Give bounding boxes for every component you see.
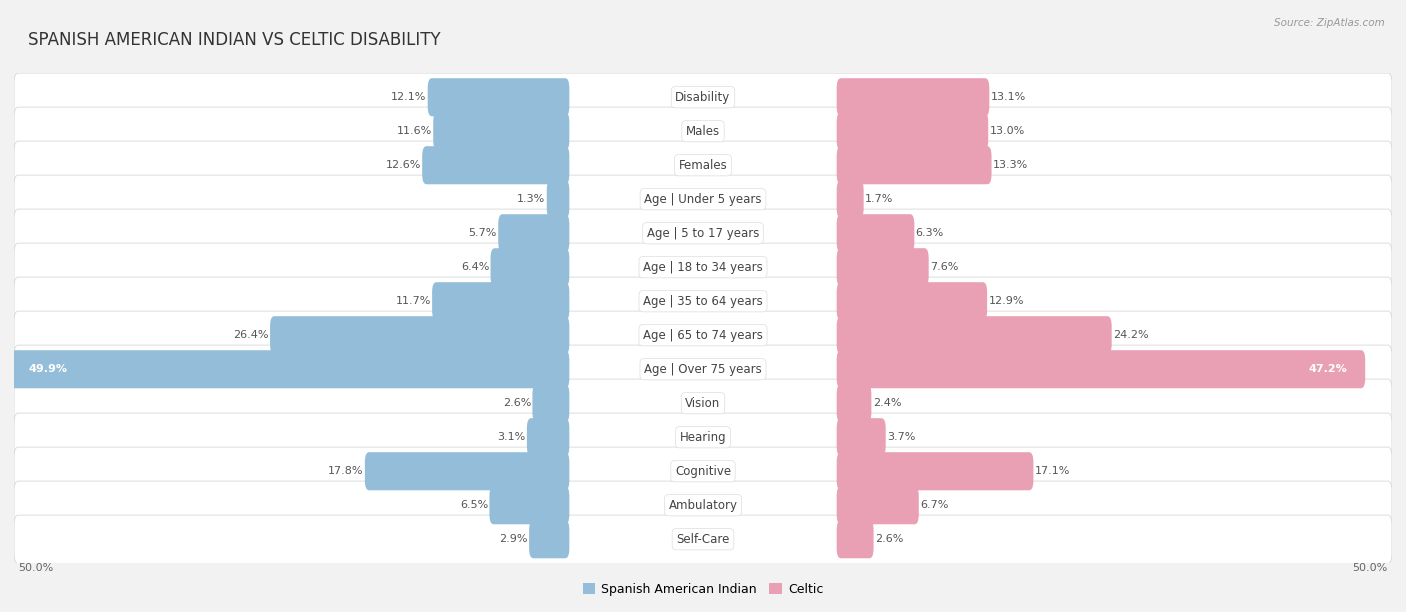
FancyBboxPatch shape — [14, 277, 1392, 326]
FancyBboxPatch shape — [837, 520, 873, 558]
Text: 13.0%: 13.0% — [990, 126, 1025, 136]
FancyBboxPatch shape — [14, 73, 1392, 121]
Text: Age | 35 to 64 years: Age | 35 to 64 years — [643, 295, 763, 308]
FancyBboxPatch shape — [14, 243, 1392, 291]
Text: 1.7%: 1.7% — [865, 194, 893, 204]
Text: Vision: Vision — [685, 397, 721, 410]
FancyBboxPatch shape — [14, 447, 1392, 495]
FancyBboxPatch shape — [527, 418, 569, 457]
FancyBboxPatch shape — [14, 379, 1392, 427]
Text: Ambulatory: Ambulatory — [668, 499, 738, 512]
FancyBboxPatch shape — [529, 520, 569, 558]
FancyBboxPatch shape — [14, 175, 1392, 223]
Text: 12.6%: 12.6% — [385, 160, 420, 170]
Text: Females: Females — [679, 159, 727, 172]
FancyBboxPatch shape — [837, 418, 886, 457]
Legend: Spanish American Indian, Celtic: Spanish American Indian, Celtic — [578, 578, 828, 601]
Text: Age | 5 to 17 years: Age | 5 to 17 years — [647, 226, 759, 240]
FancyBboxPatch shape — [837, 282, 987, 320]
FancyBboxPatch shape — [837, 316, 1112, 354]
Text: 6.7%: 6.7% — [920, 500, 949, 510]
FancyBboxPatch shape — [837, 78, 990, 116]
Text: 3.7%: 3.7% — [887, 432, 915, 442]
FancyBboxPatch shape — [837, 248, 929, 286]
Text: Age | Under 5 years: Age | Under 5 years — [644, 193, 762, 206]
FancyBboxPatch shape — [533, 384, 569, 422]
Text: SPANISH AMERICAN INDIAN VS CELTIC DISABILITY: SPANISH AMERICAN INDIAN VS CELTIC DISABI… — [28, 31, 440, 48]
FancyBboxPatch shape — [422, 146, 569, 184]
FancyBboxPatch shape — [14, 481, 1392, 529]
FancyBboxPatch shape — [498, 214, 569, 252]
Text: Source: ZipAtlas.com: Source: ZipAtlas.com — [1274, 18, 1385, 28]
Text: 47.2%: 47.2% — [1309, 364, 1347, 375]
Text: 5.7%: 5.7% — [468, 228, 496, 238]
FancyBboxPatch shape — [14, 311, 1392, 359]
FancyBboxPatch shape — [14, 107, 1392, 155]
FancyBboxPatch shape — [837, 350, 1365, 388]
Text: 50.0%: 50.0% — [18, 563, 53, 573]
Text: 13.1%: 13.1% — [991, 92, 1026, 102]
Text: Hearing: Hearing — [679, 431, 727, 444]
Text: 6.3%: 6.3% — [915, 228, 943, 238]
FancyBboxPatch shape — [366, 452, 569, 490]
FancyBboxPatch shape — [837, 452, 1033, 490]
FancyBboxPatch shape — [14, 515, 1392, 564]
FancyBboxPatch shape — [14, 141, 1392, 189]
Text: Age | 18 to 34 years: Age | 18 to 34 years — [643, 261, 763, 274]
Text: 26.4%: 26.4% — [233, 330, 269, 340]
FancyBboxPatch shape — [837, 146, 991, 184]
FancyBboxPatch shape — [837, 180, 863, 218]
Text: 49.9%: 49.9% — [30, 364, 67, 375]
Text: 13.3%: 13.3% — [993, 160, 1028, 170]
FancyBboxPatch shape — [489, 486, 569, 524]
Text: 2.9%: 2.9% — [499, 534, 527, 544]
FancyBboxPatch shape — [433, 112, 569, 151]
Text: Disability: Disability — [675, 91, 731, 104]
Text: 2.4%: 2.4% — [873, 398, 901, 408]
FancyBboxPatch shape — [14, 209, 1392, 258]
Text: 3.1%: 3.1% — [498, 432, 526, 442]
FancyBboxPatch shape — [547, 180, 569, 218]
FancyBboxPatch shape — [14, 413, 1392, 461]
FancyBboxPatch shape — [14, 345, 1392, 394]
Text: Age | 65 to 74 years: Age | 65 to 74 years — [643, 329, 763, 341]
FancyBboxPatch shape — [837, 112, 988, 151]
Text: Age | Over 75 years: Age | Over 75 years — [644, 363, 762, 376]
FancyBboxPatch shape — [491, 248, 569, 286]
Text: 6.4%: 6.4% — [461, 262, 489, 272]
FancyBboxPatch shape — [837, 384, 872, 422]
Text: 17.8%: 17.8% — [328, 466, 364, 476]
Text: Males: Males — [686, 125, 720, 138]
Text: 11.7%: 11.7% — [395, 296, 430, 306]
Text: 17.1%: 17.1% — [1035, 466, 1070, 476]
FancyBboxPatch shape — [270, 316, 569, 354]
Text: 50.0%: 50.0% — [1353, 563, 1388, 573]
FancyBboxPatch shape — [432, 282, 569, 320]
FancyBboxPatch shape — [837, 214, 914, 252]
Text: 2.6%: 2.6% — [875, 534, 903, 544]
Text: 6.5%: 6.5% — [460, 500, 488, 510]
Text: 1.3%: 1.3% — [517, 194, 546, 204]
FancyBboxPatch shape — [11, 350, 569, 388]
Text: Cognitive: Cognitive — [675, 465, 731, 478]
FancyBboxPatch shape — [427, 78, 569, 116]
Text: Self-Care: Self-Care — [676, 532, 730, 546]
Text: 12.1%: 12.1% — [391, 92, 426, 102]
Text: 12.9%: 12.9% — [988, 296, 1024, 306]
Text: 24.2%: 24.2% — [1114, 330, 1149, 340]
Text: 2.6%: 2.6% — [503, 398, 531, 408]
FancyBboxPatch shape — [837, 486, 918, 524]
Text: 7.6%: 7.6% — [931, 262, 959, 272]
Text: 11.6%: 11.6% — [396, 126, 432, 136]
